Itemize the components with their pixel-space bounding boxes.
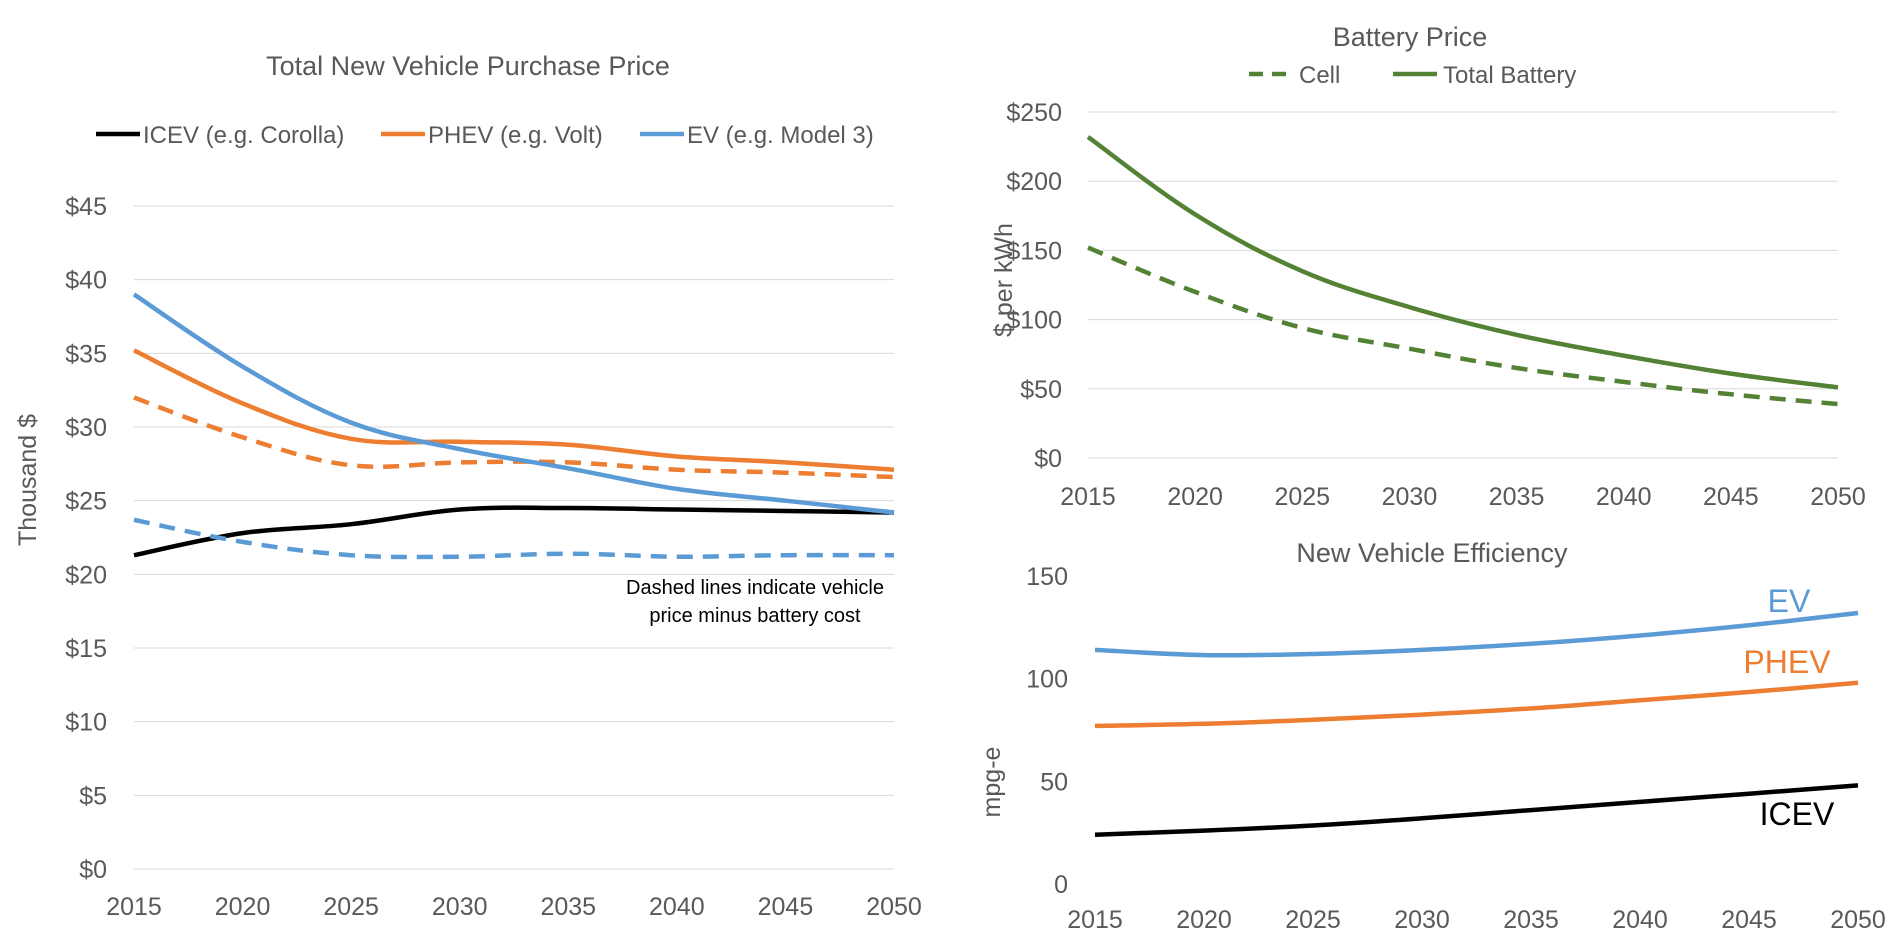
battery-price-title: Battery Price bbox=[1333, 22, 1488, 52]
x-tick-label: 2045 bbox=[1703, 483, 1759, 511]
efficiency-ylabel: mpg-e bbox=[978, 747, 1006, 818]
purchase-price-chart: Total New Vehicle Purchase Price ICEV (e… bbox=[14, 51, 922, 921]
x-tick-label: 2040 bbox=[1612, 906, 1668, 934]
x-tick-label: 2015 bbox=[1067, 906, 1123, 934]
efficiency-title: New Vehicle Efficiency bbox=[1296, 538, 1568, 568]
x-tick-label: 2045 bbox=[1721, 906, 1777, 934]
efficiency-xticks: 2015 2020 2025 2030 2035 2040 2045 2050 bbox=[1067, 906, 1886, 934]
legend-label-total-battery: Total Battery bbox=[1443, 62, 1576, 89]
purchase-price-series bbox=[132, 292, 895, 560]
legend-label-phev-e-g-volt: PHEV (e.g. Volt) bbox=[428, 122, 603, 149]
x-tick-label: 2045 bbox=[758, 893, 814, 921]
purchase-price-legend: ICEV (e.g. Corolla) PHEV (e.g. Volt) EV (e… bbox=[96, 122, 874, 149]
efficiency-label-ev: EV bbox=[1768, 583, 1811, 619]
battery-price-chart: Battery Price Cell Total Battery $ per kW… bbox=[990, 22, 1866, 511]
purchase-price-title: Total New Vehicle Purchase Price bbox=[266, 51, 670, 81]
purchase-price-yticks: $0 $5 $10 $15 $20 $25 $30 $35 $40 $45 bbox=[65, 193, 107, 884]
legend-label-icev-e-g-corolla: ICEV (e.g. Corolla) bbox=[143, 122, 344, 149]
x-tick-label: 2025 bbox=[323, 893, 379, 921]
x-tick-label: 2030 bbox=[1394, 906, 1450, 934]
x-tick-label: 2025 bbox=[1285, 906, 1341, 934]
series-line-5b9bd5-dashed bbox=[133, 517, 895, 560]
purchase-price-xticks: 2015 2020 2025 2030 2035 2040 2045 2050 bbox=[106, 893, 922, 921]
x-tick-label: 2040 bbox=[1596, 483, 1652, 511]
dashed-lines-note-line1: Dashed lines indicate vehicle bbox=[626, 577, 884, 599]
y-tick-label: $25 bbox=[65, 488, 107, 516]
x-tick-label: 2025 bbox=[1274, 483, 1330, 511]
y-tick-label: $250 bbox=[1006, 99, 1062, 127]
efficiency-series bbox=[1094, 610, 1859, 837]
battery-price-series bbox=[1086, 135, 1839, 407]
x-tick-label: 2050 bbox=[1810, 483, 1866, 511]
y-tick-label: $200 bbox=[1006, 168, 1062, 196]
y-tick-label: 0 bbox=[1054, 871, 1068, 899]
series-line-icev-e-g-corolla bbox=[133, 505, 895, 558]
y-tick-label: $10 bbox=[65, 709, 107, 737]
battery-price-legend: Cell Total Battery bbox=[1249, 62, 1576, 89]
y-tick-label: $45 bbox=[65, 193, 107, 221]
series-line-icev bbox=[1094, 783, 1859, 837]
series-line-ed7d31-dashed bbox=[133, 395, 895, 480]
dashed-lines-note-line2: price minus battery cost bbox=[649, 605, 861, 627]
x-tick-label: 2035 bbox=[540, 893, 596, 921]
battery-price-ylabel: $ per kWh bbox=[990, 223, 1018, 337]
x-tick-label: 2035 bbox=[1489, 483, 1545, 511]
purchase-price-gridlines bbox=[134, 205, 894, 870]
y-tick-label: 100 bbox=[1026, 666, 1068, 694]
series-line-total-battery bbox=[1086, 135, 1839, 390]
y-tick-label: $35 bbox=[65, 340, 107, 368]
y-tick-label: $15 bbox=[65, 635, 107, 663]
y-tick-label: $0 bbox=[79, 856, 107, 884]
y-tick-label: $150 bbox=[1006, 237, 1062, 265]
y-tick-label: $5 bbox=[79, 782, 107, 810]
y-tick-label: $50 bbox=[1020, 376, 1062, 404]
x-tick-label: 2030 bbox=[432, 893, 488, 921]
battery-price-xticks: 2015 2020 2025 2030 2035 2040 2045 2050 bbox=[1060, 483, 1866, 511]
purchase-price-ylabel: Thousand $ bbox=[14, 414, 42, 546]
x-tick-label: 2030 bbox=[1382, 483, 1438, 511]
x-tick-label: 2020 bbox=[215, 893, 271, 921]
battery-price-yticks: $0 $50 $100 $150 $200 $250 bbox=[1006, 99, 1062, 473]
efficiency-label-icev: ICEV bbox=[1760, 796, 1835, 832]
series-line-phev bbox=[1094, 680, 1859, 729]
y-tick-label: $20 bbox=[65, 561, 107, 589]
legend-label-cell: Cell bbox=[1299, 62, 1340, 89]
battery-price-gridlines bbox=[1088, 111, 1838, 459]
series-line-cell-dashed bbox=[1087, 245, 1839, 407]
x-tick-label: 2015 bbox=[1060, 483, 1116, 511]
y-tick-label: 50 bbox=[1040, 768, 1068, 796]
efficiency-yticks: 0 50 100 150 bbox=[1026, 563, 1068, 899]
y-tick-label: $100 bbox=[1006, 307, 1062, 335]
efficiency-chart: New Vehicle Efficiency mpg-e 0 50 100 150 2… bbox=[978, 538, 1886, 934]
efficiency-label-phev: PHEV bbox=[1743, 644, 1831, 680]
x-tick-label: 2035 bbox=[1503, 906, 1559, 934]
y-tick-label: $30 bbox=[65, 414, 107, 442]
series-line-ev-e-g-model-3 bbox=[132, 292, 895, 515]
legend-label-ev-e-g-model-3: EV (e.g. Model 3) bbox=[687, 122, 874, 149]
series-line-phev-e-g-volt bbox=[133, 348, 895, 472]
series-line-ev bbox=[1094, 610, 1859, 658]
y-tick-label: 150 bbox=[1026, 563, 1068, 591]
x-tick-label: 2050 bbox=[866, 893, 922, 921]
x-tick-label: 2020 bbox=[1167, 483, 1223, 511]
x-tick-label: 2020 bbox=[1176, 906, 1232, 934]
y-tick-label: $40 bbox=[65, 267, 107, 295]
x-tick-label: 2040 bbox=[649, 893, 705, 921]
y-tick-label: $0 bbox=[1034, 445, 1062, 473]
x-tick-label: 2050 bbox=[1830, 906, 1886, 934]
x-tick-label: 2015 bbox=[106, 893, 162, 921]
